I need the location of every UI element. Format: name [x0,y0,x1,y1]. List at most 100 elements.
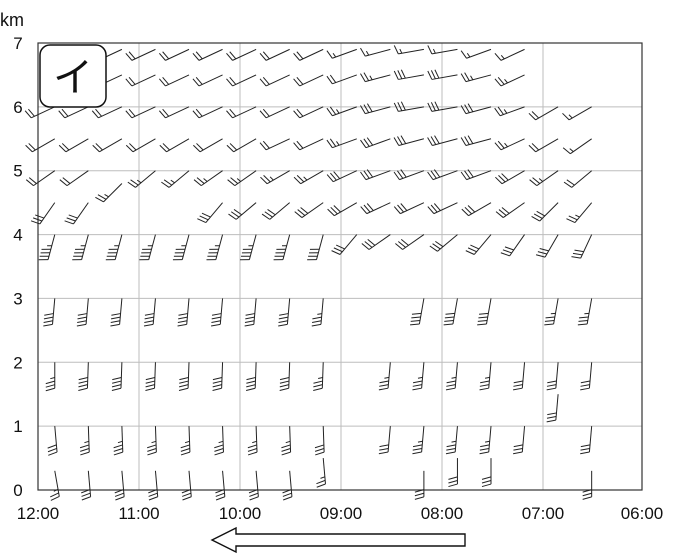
wind-barb [64,202,89,225]
wind-barb [544,298,559,326]
wind-barb [563,170,592,188]
barb-profile [24,106,60,501]
wind-barb [393,69,424,80]
wind-barb [181,470,192,501]
wind-barb [528,138,559,153]
wind-barb [360,72,391,83]
wind-barb [47,426,58,456]
wind-barb [448,458,458,488]
wind-barb [50,470,60,501]
wind-barb [316,458,326,488]
wind-barb [293,170,324,185]
barb-profile [528,106,559,423]
wind-barb [125,74,156,87]
y-tick-label: 4 [13,226,22,245]
wind-barb [580,426,593,455]
wind-barb [311,298,324,327]
wind-barb [25,170,56,187]
wind-barb [494,138,525,151]
wind-barb [562,106,592,121]
panel-label: イ [53,55,93,101]
wind-barb [528,106,559,121]
wind-barb [111,362,123,391]
wind-barb [293,106,324,119]
wind-barb [261,202,290,220]
plot-border [37,42,643,491]
wind-barb [494,74,525,87]
wind-barb [125,138,156,153]
wind-barb [393,169,425,181]
wind-barb [461,202,492,217]
wind-barb [429,234,458,252]
wind-barb [546,394,559,423]
y-tick-label: 3 [13,289,22,308]
wind-barb [192,74,223,87]
wind-barb [378,362,391,391]
wind-barb [215,470,226,501]
wind-barb [248,470,259,501]
wind-barb [226,106,257,119]
x-axis: 12:00 11:00 10:00 09:00 08:00 07:00 06:00 [17,504,664,523]
wind-barb [445,426,458,455]
x-tick-label: 07:00 [522,504,565,523]
wind-barb [81,470,92,501]
panel-label-box: イ [39,44,107,108]
wind-barb [513,362,526,391]
y-tick-label: 2 [13,353,22,372]
wind-barb [247,426,258,456]
wind-barb [360,137,391,149]
wind-barb [114,470,125,501]
wind-barb [143,298,156,327]
x-tick-label: 11:00 [118,504,159,523]
wind-barb [460,103,492,115]
wind-barb [159,138,190,153]
wind-barb [477,298,492,326]
wind-barb [443,298,458,326]
y-tick-label: 0 [13,481,22,500]
wind-barb [259,138,290,151]
wind-barb [58,138,89,153]
wind-barb [495,202,525,218]
wind-barb [427,101,458,112]
wind-barb [25,138,56,153]
wind-barb [360,169,391,181]
wind-barb [513,426,526,455]
wind-barb [410,298,425,326]
y-axis-unit: km [0,10,24,30]
wind-barb [43,298,56,327]
wind-barb [427,69,458,80]
x-tick-label: 06:00 [621,504,664,523]
wind-barb [427,45,458,55]
wind-barb [580,362,593,391]
wind-barb [293,74,324,87]
wind-barb [571,234,593,259]
barb-profile [393,45,425,500]
wind-barb [282,470,293,501]
wind-barb [393,202,425,215]
wind-barb [393,135,425,146]
wind-barb [494,106,525,117]
wind-barb [273,234,291,261]
wind-barb [212,362,224,391]
wind-barb [460,72,492,83]
wind-barb [412,426,425,455]
wind-barb [95,183,123,203]
wind-barb [72,234,89,261]
wind-barb [24,106,55,119]
barb-profile [58,106,92,501]
wind-barb [313,362,324,391]
barb-profile [460,48,492,488]
wind-barb [161,170,190,188]
y-tick-label: 5 [13,162,22,181]
wind-barb [38,234,56,261]
wind-barb [214,426,224,456]
y-tick-label: 6 [13,98,22,117]
wind-barb [147,426,157,456]
wind-barb [479,362,492,391]
wind-barb [193,138,223,153]
wind-barb [45,362,56,392]
wind-barb [180,426,191,456]
wind-barb [395,234,425,250]
wind-barb [293,138,324,151]
